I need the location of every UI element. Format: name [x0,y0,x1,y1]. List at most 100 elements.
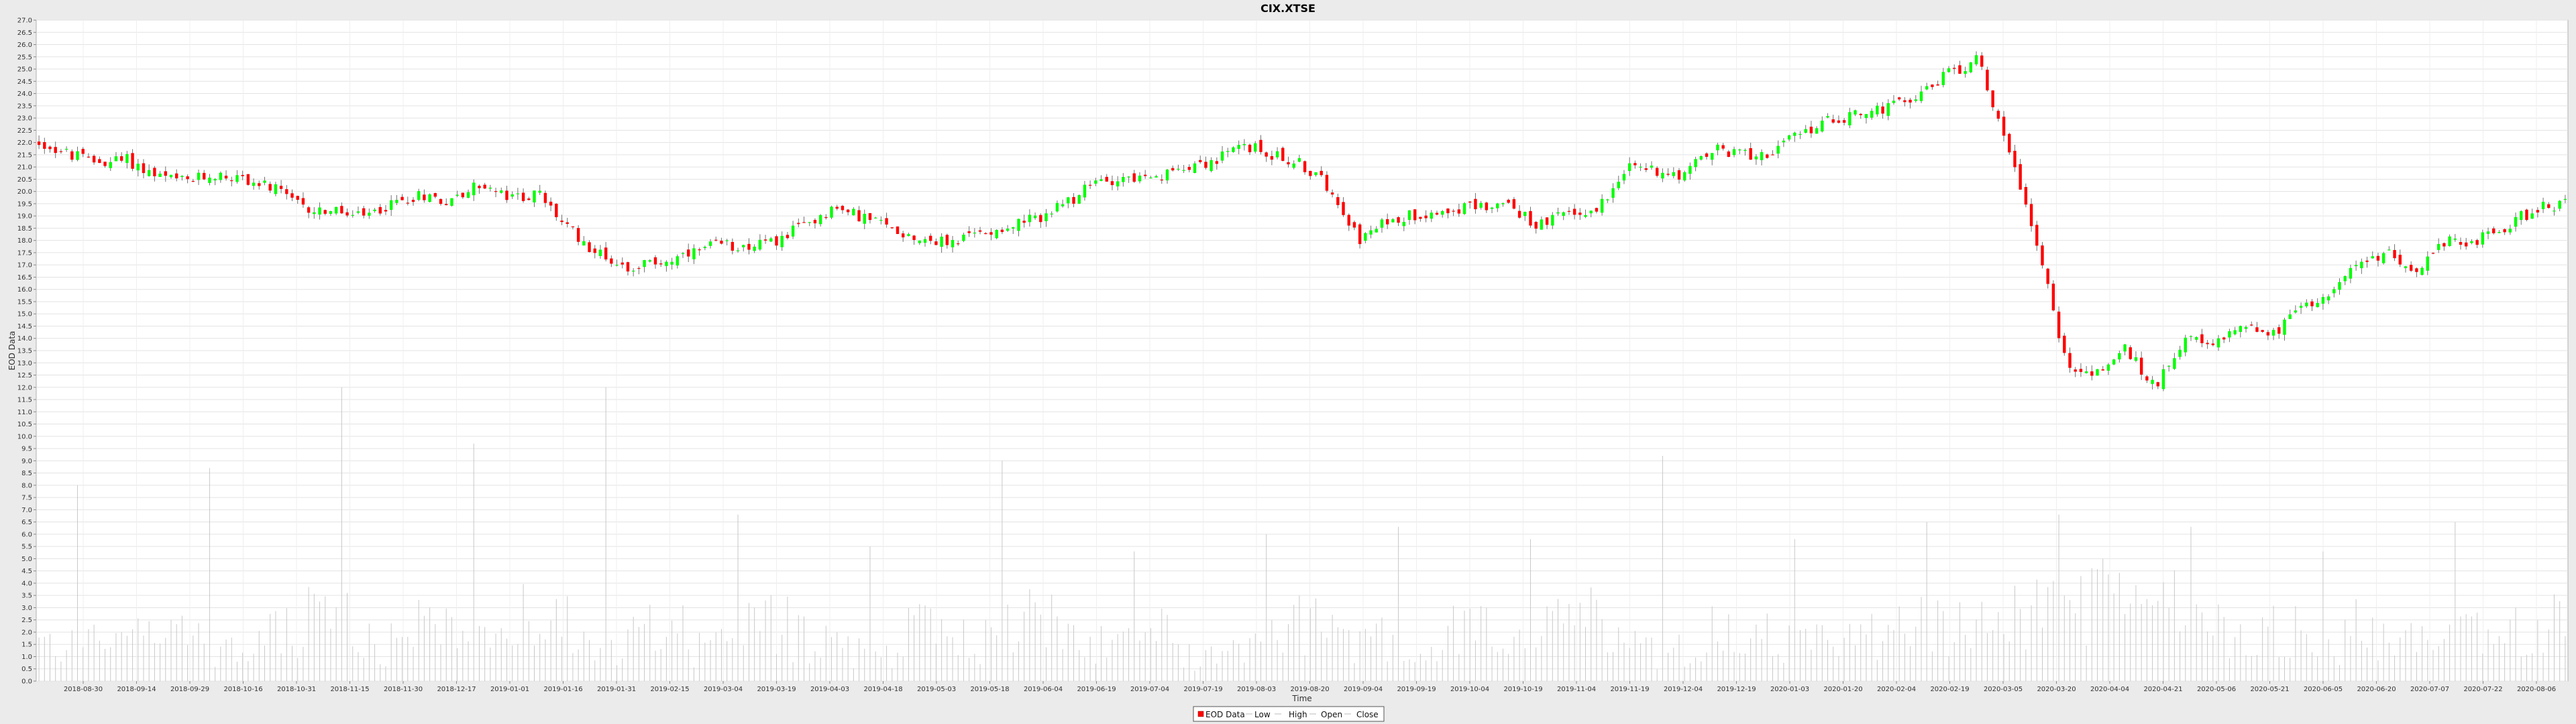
candle-up [1854,110,1857,115]
candle-up [1914,99,1917,101]
y-tick-label: 9.0 [21,458,32,465]
candle-up [1138,175,1142,182]
candle-up [1012,227,1015,229]
candle-down [731,241,735,251]
y-axis-label: EOD Data [7,331,17,371]
candle-down [1259,139,1263,152]
candle-up [147,170,151,176]
candle-down [268,184,272,191]
candle-up [1237,145,1240,149]
candle-up [995,229,998,239]
candle-down [378,206,382,214]
candle-down [2492,228,2496,233]
x-tick-label: 2019-06-19 [1077,686,1116,693]
candle-down [747,243,751,250]
x-tick-label: 2020-05-06 [2197,686,2236,693]
candle-down [1474,198,1477,210]
candle-up [1232,147,1235,152]
candle-down [1320,170,1323,176]
legend-box [1193,706,1385,722]
candle-down [841,206,845,210]
candle-down [1022,221,1026,223]
x-tick-label: 2019-10-04 [1450,686,1489,693]
legend: EOD Data Low High Open Close [1193,706,1385,722]
candle-up [2216,338,2220,348]
candle-up [1441,210,1444,215]
candle-down [896,226,900,235]
candle-up [742,245,745,247]
candle-up [2321,297,2325,304]
x-tick-label: 2019-07-19 [1183,686,1222,693]
candle-down [2376,255,2380,261]
candle-up [2112,359,2116,365]
x-tick-label: 2018-09-29 [170,686,209,693]
candle-up [76,151,79,160]
candle-down [2029,204,2033,227]
candle-down [1187,166,1191,170]
candle-down [81,149,85,154]
candle-down [1980,55,1984,67]
candle-down [868,213,872,221]
y-tick-label: 7.5 [21,495,32,502]
candle-up [213,178,217,181]
candle-up [1380,219,1384,228]
candle-down [1567,210,1571,212]
candle-up [1760,152,1764,160]
candle-up [923,239,927,243]
candle-down [1727,152,1731,158]
candle-up [1523,212,1527,217]
candle-down [2261,330,2264,333]
candle-down [1936,84,1939,86]
candle-down [1909,99,1912,103]
candle-down [1419,217,1422,219]
candle-down [1347,215,1350,226]
candle-down [2409,265,2413,271]
candle-up [1122,177,1125,182]
y-tick-label: 4.5 [21,568,32,575]
candle-up [2326,296,2330,301]
y-tick-label: 1.5 [21,642,32,649]
candle-down [296,196,299,200]
candle-down [1110,181,1114,186]
x-tick-label: 2020-04-21 [2143,686,2182,693]
candle-down [241,174,244,176]
candle-down [164,171,168,176]
candle-up [313,212,316,215]
candle-up [1077,195,1081,204]
candle-down [813,220,817,224]
candle-up [1083,184,1087,198]
candle-down [2398,255,2402,265]
candle-up [389,200,393,210]
candle-up [208,178,211,183]
candle-down [653,257,657,265]
x-tick-label: 2018-12-17 [437,686,476,693]
candle-up [334,206,338,214]
candle-up [538,190,541,193]
candle-up [1462,203,1466,215]
x-tick-label: 2018-10-16 [223,686,262,693]
x-tick-label: 2019-08-03 [1237,686,1276,693]
candle-down [362,208,366,216]
y-tick-label: 21.0 [17,164,32,172]
candle-up [2173,358,2176,369]
candle-down [857,210,861,222]
x-tick-label: 2019-08-20 [1290,686,1329,693]
candle-up [2453,238,2457,240]
candle-up [1716,144,1719,151]
candle-up [1622,174,1626,181]
candle-down [1303,161,1307,172]
candle-up [356,211,360,213]
candle-down [131,153,134,169]
x-tick-label: 2018-10-31 [277,686,316,693]
candle-down [2145,376,2149,381]
candle-down [505,190,508,200]
y-tick-label: 2.0 [21,629,32,636]
candle-down [576,228,580,242]
candle-down [1903,100,1907,103]
candle-down [1265,152,1268,157]
candle-down [461,192,465,198]
candle-down [2266,332,2270,336]
x-tick-label: 2020-02-19 [1930,686,1969,693]
candle-up [2436,244,2440,250]
candle-down [621,262,624,265]
